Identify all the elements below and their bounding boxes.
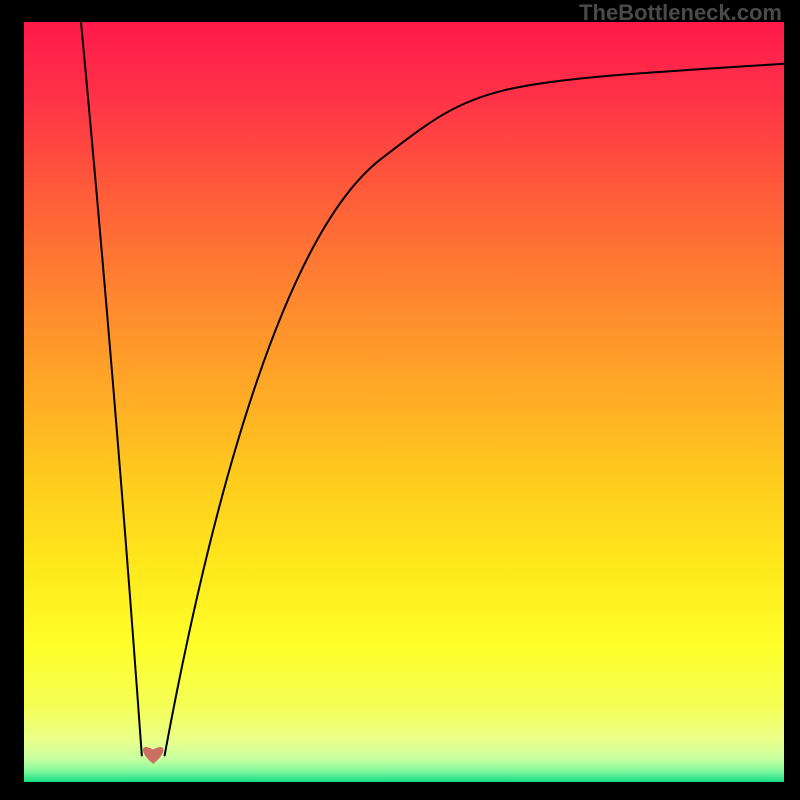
frame-right bbox=[784, 0, 800, 800]
chart-plot bbox=[24, 22, 784, 782]
frame-bottom bbox=[0, 782, 800, 800]
frame-left bbox=[0, 0, 24, 800]
chart-container: TheBottleneck.com bbox=[0, 0, 800, 800]
chart-svg bbox=[24, 22, 784, 782]
watermark-text: TheBottleneck.com bbox=[579, 0, 782, 26]
